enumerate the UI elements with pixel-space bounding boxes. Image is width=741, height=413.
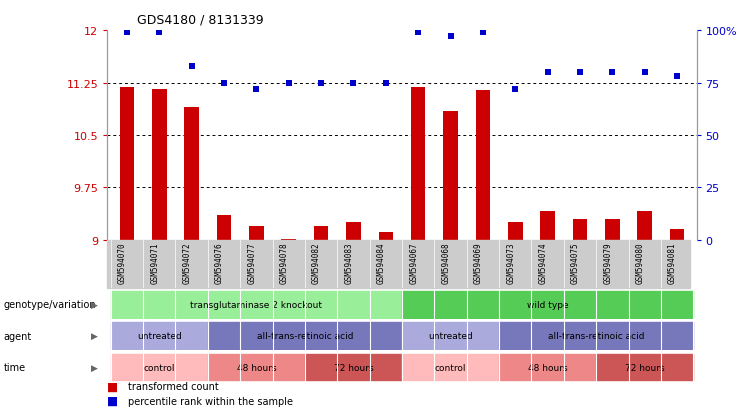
Text: untreated: untreated — [428, 331, 473, 340]
Text: 48 hours: 48 hours — [236, 363, 276, 372]
Bar — [499, 323, 694, 349]
Bar — [379, 232, 393, 240]
Text: GSM594068: GSM594068 — [442, 242, 451, 283]
Text: 72 hours: 72 hours — [333, 363, 373, 372]
Text: 48 hours: 48 hours — [528, 363, 568, 372]
Text: ■: ■ — [107, 394, 119, 407]
Text: transglutaminase 2 knockout: transglutaminase 2 knockout — [190, 300, 322, 309]
Text: GSM594075: GSM594075 — [571, 242, 580, 283]
Bar — [346, 223, 361, 240]
Bar — [573, 219, 588, 240]
Bar — [597, 354, 694, 380]
Bar — [411, 88, 425, 240]
Text: agent: agent — [4, 331, 32, 341]
Bar — [540, 211, 555, 240]
Text: GSM594069: GSM594069 — [474, 242, 483, 283]
Text: GSM594084: GSM594084 — [377, 242, 386, 283]
Text: time: time — [4, 362, 26, 372]
Text: ▶: ▶ — [90, 300, 98, 309]
Text: percentile rank within the sample: percentile rank within the sample — [128, 396, 293, 406]
Text: GSM594081: GSM594081 — [668, 242, 677, 283]
Bar — [402, 291, 694, 318]
Bar — [119, 88, 134, 240]
Text: GSM594073: GSM594073 — [506, 242, 515, 283]
Bar — [185, 108, 199, 240]
Text: GSM594083: GSM594083 — [345, 242, 353, 283]
Text: GSM594070: GSM594070 — [118, 242, 127, 283]
Text: transformed count: transformed count — [128, 381, 219, 391]
Text: GSM594067: GSM594067 — [409, 242, 418, 283]
Text: GSM594082: GSM594082 — [312, 242, 321, 283]
Bar — [670, 230, 685, 240]
Text: ▶: ▶ — [90, 363, 98, 372]
Bar — [305, 354, 402, 380]
Text: untreated: untreated — [137, 331, 182, 340]
Bar — [508, 223, 522, 240]
Bar — [605, 219, 619, 240]
Bar — [313, 226, 328, 240]
Bar — [443, 111, 458, 240]
Bar — [282, 239, 296, 240]
Text: control: control — [435, 363, 466, 372]
Text: GSM594076: GSM594076 — [215, 242, 224, 283]
Text: GSM594072: GSM594072 — [182, 242, 192, 283]
Bar — [637, 211, 652, 240]
Bar — [499, 354, 597, 380]
Bar — [152, 90, 167, 240]
Bar — [216, 216, 231, 240]
Text: GSM594074: GSM594074 — [539, 242, 548, 283]
Text: control: control — [144, 363, 175, 372]
Bar — [110, 354, 207, 380]
Text: genotype/variation: genotype/variation — [4, 299, 96, 309]
Bar — [402, 323, 499, 349]
Text: 72 hours: 72 hours — [625, 363, 665, 372]
Text: GSM594079: GSM594079 — [603, 242, 612, 283]
Bar — [402, 354, 499, 380]
Bar — [249, 226, 264, 240]
Text: GDS4180 / 8131339: GDS4180 / 8131339 — [137, 14, 264, 27]
Text: ■: ■ — [107, 380, 119, 393]
Text: all-trans-retinoic acid: all-trans-retinoic acid — [256, 331, 353, 340]
Text: all-trans-retinoic acid: all-trans-retinoic acid — [548, 331, 645, 340]
Bar — [110, 291, 402, 318]
Text: ▶: ▶ — [90, 331, 98, 340]
Text: GSM594078: GSM594078 — [279, 242, 289, 283]
Bar — [476, 90, 491, 240]
Text: GSM594077: GSM594077 — [247, 242, 256, 283]
Text: wild type: wild type — [527, 300, 568, 309]
Bar — [207, 354, 305, 380]
Bar — [110, 323, 207, 349]
Text: GSM594071: GSM594071 — [150, 242, 159, 283]
Text: GSM594080: GSM594080 — [636, 242, 645, 283]
Bar — [207, 323, 402, 349]
